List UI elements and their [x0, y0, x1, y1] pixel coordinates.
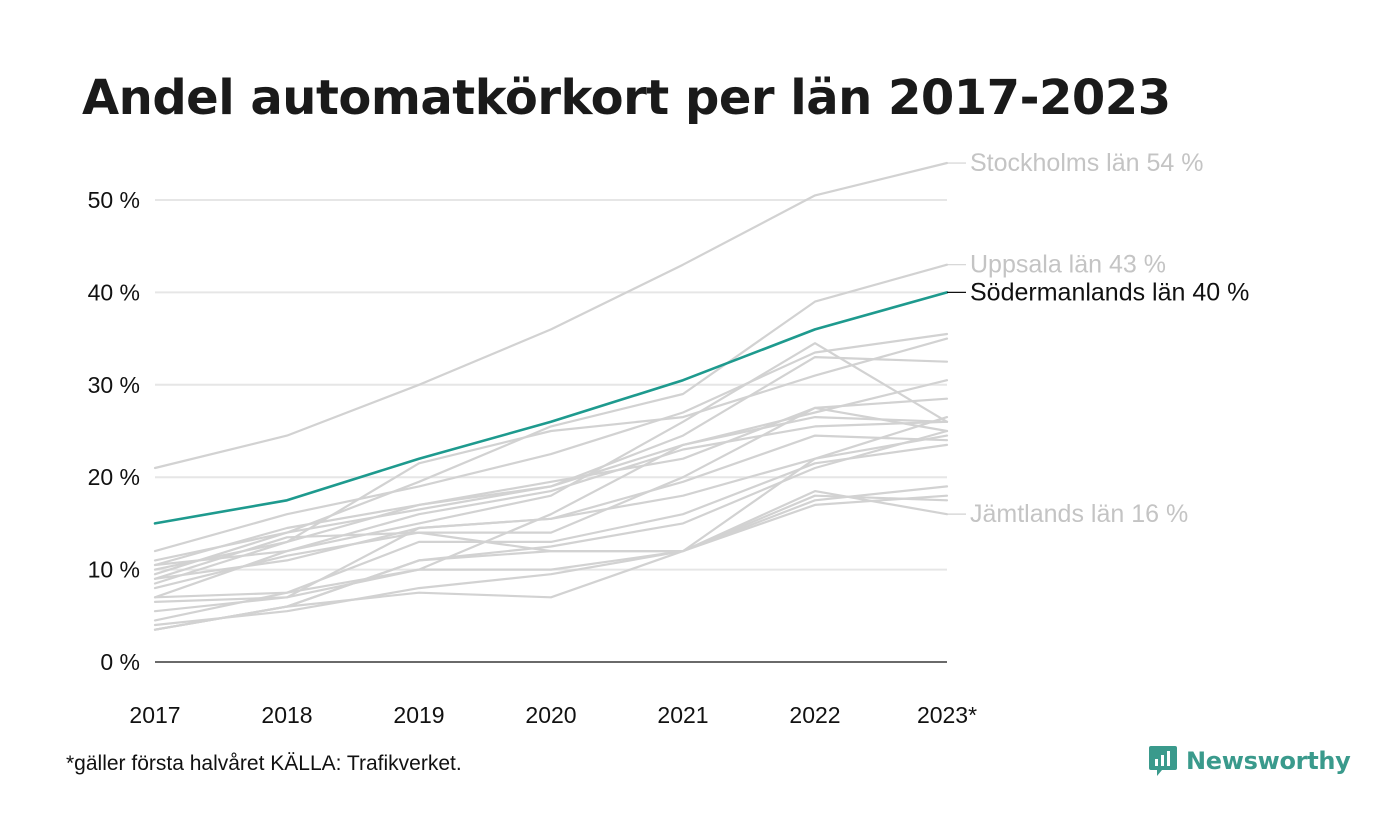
footnote: *gäller första halvåret KÄLLA: Trafikver…: [66, 752, 462, 775]
newsworthy-logo-icon: [1149, 746, 1177, 776]
x-tick-label: 2023*: [917, 702, 977, 728]
series-end-label: Jämtlands län 16 %: [947, 500, 1188, 528]
x-tick-label: 2020: [525, 702, 576, 728]
series-line: [153, 397, 949, 567]
series-lines: [153, 161, 949, 631]
series-end-label: Stockholms län 54 %: [947, 149, 1203, 177]
series-label-text: Stockholms län 54 %: [970, 149, 1203, 177]
y-tick-label: 30 %: [88, 372, 140, 398]
x-tick-label: 2019: [393, 702, 444, 728]
series-label-text: Södermanlands län 40 %: [970, 278, 1249, 306]
series-line: [153, 161, 949, 470]
series-line: [153, 332, 949, 553]
y-tick-label: 0 %: [100, 649, 140, 675]
brand-logo[interactable]: Newsworthy: [1148, 744, 1351, 778]
y-tick-label: 10 %: [88, 557, 140, 583]
series-labels: Stockholms län 54 % Uppsala län 43 % Jämtl…: [947, 149, 1249, 528]
series-line: [153, 416, 949, 599]
x-tick-label: 2017: [129, 702, 180, 728]
x-tick-label: 2021: [657, 702, 708, 728]
series-label-text: Jämtlands län 16 %: [970, 500, 1188, 528]
chart-title: Andel automatkörkort per län 2017-2023: [82, 70, 1171, 126]
series-line: [153, 494, 949, 631]
series-line: [153, 263, 949, 562]
y-tick-label: 40 %: [88, 279, 140, 305]
series-end-label: Södermanlands län 40 %: [947, 278, 1249, 306]
x-axis-ticks: 2017 2018 2019 2020 2021 2022 2023*: [129, 702, 977, 728]
brand-name: Newsworthy: [1186, 747, 1351, 775]
series-line: [153, 420, 949, 567]
x-tick-label: 2022: [789, 702, 840, 728]
series-line: [153, 434, 949, 627]
series-end-label: Uppsala län 43 %: [947, 251, 1166, 279]
series-line: [153, 494, 949, 580]
series-line: [153, 291, 949, 525]
x-tick-label: 2018: [261, 702, 312, 728]
series-line: [153, 379, 949, 576]
y-tick-label: 50 %: [88, 187, 140, 213]
y-tick-label: 20 %: [88, 464, 140, 490]
series-label-text: Uppsala län 43 %: [970, 251, 1166, 279]
y-axis-ticks: 0 % 10 % 20 % 30 % 40 % 50 %: [88, 187, 140, 675]
